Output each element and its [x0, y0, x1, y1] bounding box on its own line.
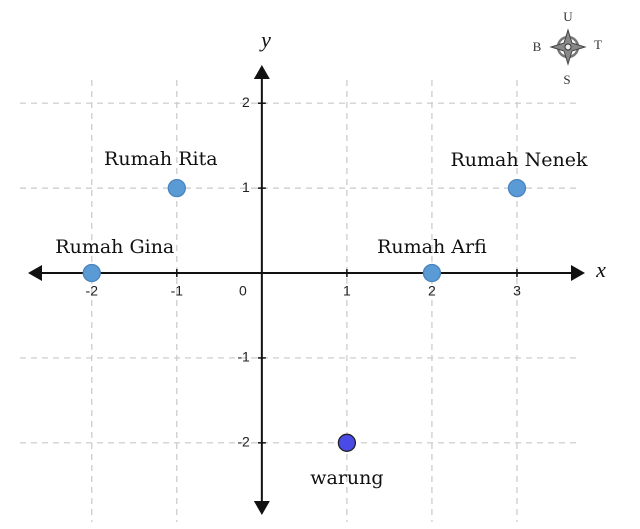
x-tick-label: -1 — [171, 283, 184, 299]
y-axis-label: y — [259, 27, 271, 52]
compass-south: S — [563, 72, 570, 87]
compass-west: B — [533, 39, 542, 54]
y-tick-label: -2 — [237, 434, 250, 450]
x-axis-label: x — [595, 257, 606, 282]
point — [422, 263, 442, 283]
y-tick-label: 1 — [242, 179, 250, 195]
point — [167, 178, 186, 198]
arrow — [571, 265, 585, 282]
point-label: Rumah Arfi — [377, 236, 487, 258]
x-tick-label: 1 — [343, 283, 351, 299]
x-tick-label: 2 — [428, 283, 436, 299]
compass-east: T — [594, 37, 602, 52]
point-label: Rumah Nenek — [450, 149, 588, 171]
point — [507, 178, 527, 198]
y-tick-label: 2 — [242, 94, 250, 110]
x-tick-label: 0 — [239, 283, 247, 299]
x-tick-label: -2 — [86, 283, 99, 299]
y-tick-label: -1 — [237, 349, 250, 365]
point — [337, 433, 357, 452]
arrow — [253, 65, 270, 79]
point-label: Rumah Rita — [104, 148, 218, 170]
arrow — [253, 501, 270, 515]
point — [82, 263, 101, 283]
x-tick-label: 3 — [513, 283, 521, 299]
arrow — [28, 265, 42, 282]
compass-north: U — [563, 9, 573, 24]
point-label: Rumah Gina — [55, 236, 174, 258]
compass: U B T S — [533, 9, 602, 87]
point-label: warung — [310, 467, 383, 489]
